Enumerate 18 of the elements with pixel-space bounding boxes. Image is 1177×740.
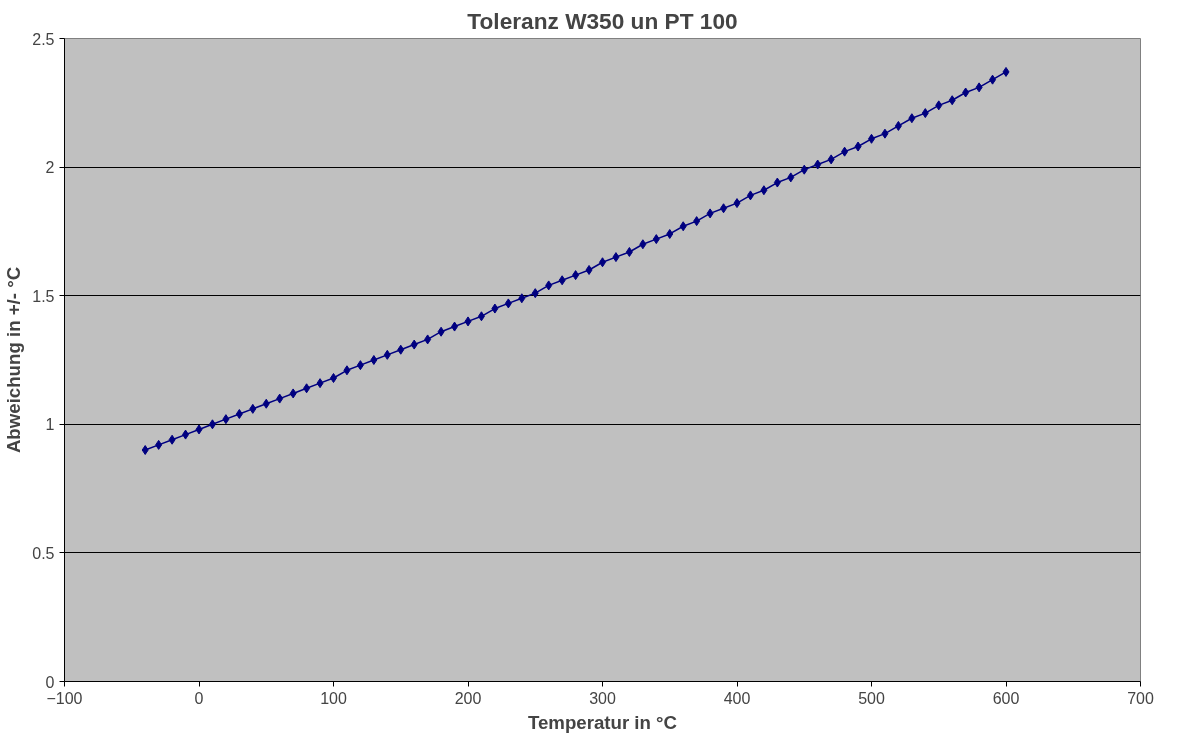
x-tick-label: 0 (194, 689, 204, 707)
y-tick-label: 1 (45, 416, 55, 434)
y-tick-label: 1.5 (32, 287, 55, 305)
y-tick-label: 0.5 (32, 544, 55, 562)
x-tick-label: 200 (454, 689, 482, 707)
x-axis-title: Temperatur in °C (527, 711, 678, 733)
x-tick-label: 700 (1127, 689, 1154, 707)
x-tick-label: 600 (992, 689, 1020, 707)
x-tick-label: 500 (858, 689, 885, 707)
y-tick-label: 0 (45, 673, 55, 691)
chart-title: Toleranz W350 un PT 100 (467, 7, 738, 34)
y-tick-label: 2 (45, 159, 55, 177)
y-axis-title: Abweichung in +/- °C (3, 266, 25, 454)
x-tick-label: 300 (589, 689, 616, 707)
x-tick-label: −100 (46, 689, 83, 707)
x-tick-label: 400 (723, 689, 751, 707)
y-tick-label: 2.5 (32, 30, 55, 48)
x-tick-label: 100 (320, 689, 347, 707)
